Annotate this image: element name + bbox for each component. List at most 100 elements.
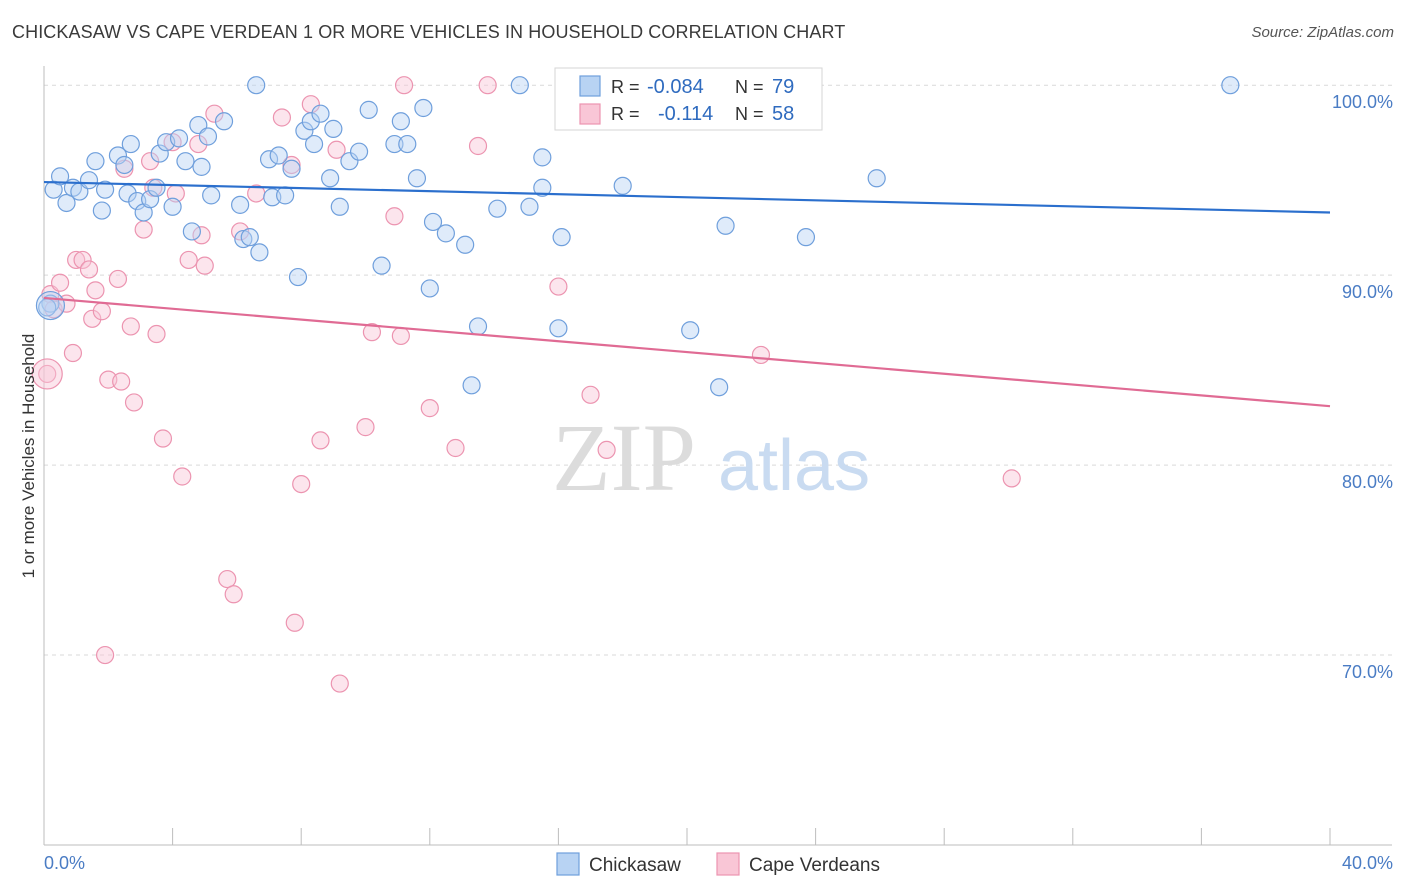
- chickasaw-point: [86, 152, 105, 171]
- cape-verdean-point: [292, 474, 311, 494]
- chickasaw-point: [282, 159, 301, 178]
- cape-verdean-point: [446, 438, 465, 458]
- chickasaw-point: [301, 112, 320, 131]
- cape-verdean-point: [79, 260, 99, 279]
- chickasaw-point: [533, 148, 552, 167]
- chickasaw-point: [552, 228, 571, 247]
- stats-r-value-1: -0.084: [647, 76, 704, 98]
- cape-verdean-point: [86, 281, 105, 300]
- stats-n-label-2: N =: [735, 104, 764, 124]
- stats-r-label-2: R =: [611, 104, 640, 124]
- cape-verdean-point: [147, 324, 166, 344]
- cape-verdean-point: [394, 76, 414, 95]
- chickasaw-point: [1221, 76, 1240, 95]
- legend-label-cape-verdeans: Cape Verdeans: [749, 855, 880, 876]
- chickasaw-point: [321, 169, 340, 188]
- watermark: ZIP atlas: [552, 404, 870, 511]
- cape-verdean-point: [478, 76, 497, 95]
- chickasaw-point: [391, 112, 410, 131]
- cape-verdean-point: [751, 345, 771, 365]
- chickasaw-point: [456, 235, 475, 254]
- chickasaw-point: [121, 134, 140, 154]
- x-tick-label: 0.0%: [44, 853, 85, 873]
- cape-verdean-point: [38, 364, 57, 384]
- chickasaw-point: [288, 267, 308, 287]
- chickasaw-point: [385, 134, 404, 154]
- chickasaw-point: [398, 134, 417, 154]
- chickasaw-point: [140, 190, 160, 209]
- chickasaw-point: [311, 104, 330, 123]
- cape-verdean-point: [50, 273, 70, 292]
- chickasaw-point: [259, 150, 279, 169]
- chickasaw-point: [295, 121, 314, 140]
- cape-verdean-point: [330, 674, 349, 693]
- chickasaw-point: [240, 228, 259, 247]
- chickasaw-point: [115, 155, 134, 175]
- chickasaw-point: [79, 171, 99, 190]
- cape-verdean-point: [549, 277, 568, 296]
- chickasaw-point: [420, 279, 439, 298]
- cape-verdean-point: [140, 152, 160, 171]
- chickasaw-point: [796, 228, 816, 247]
- cape-verdean-point: [63, 343, 83, 363]
- chickasaw-point: [462, 376, 481, 395]
- cape-verdean-point: [153, 429, 173, 448]
- chickasaw-point: [549, 319, 568, 338]
- cape-verdean-point: [173, 467, 192, 486]
- series-legend: Chickasaw Cape Verdeans: [556, 852, 880, 876]
- chickasaw-point: [349, 142, 369, 161]
- chickasaw-point: [613, 176, 632, 195]
- cape-verdean-point: [67, 250, 86, 270]
- cape-verdean-point: [285, 613, 304, 632]
- cape-verdean-point: [597, 440, 616, 460]
- cape-verdean-point: [83, 309, 102, 328]
- chickasaw-point: [468, 317, 488, 336]
- chickasaw-point: [340, 152, 359, 171]
- stats-n-value-2: 58: [772, 103, 794, 125]
- cape-verdean-point: [121, 317, 140, 336]
- cape-verdean-point: [1002, 469, 1021, 488]
- chickasaw-point: [867, 169, 886, 188]
- stats-n-value-1: 79: [772, 76, 794, 98]
- chickasaw-point: [510, 76, 529, 95]
- cape-verdean-point: [311, 431, 330, 450]
- axes: 70.0% 80.0% 90.0% 100.0% 0.0% 40.0%: [43, 66, 1393, 873]
- stats-n-label-1: N =: [735, 77, 764, 97]
- chickasaw-point: [269, 146, 288, 165]
- cape-verdean-point: [95, 645, 115, 665]
- y-tick-label: 100.0%: [1332, 92, 1393, 112]
- stats-r-value-2: -0.114: [658, 103, 713, 125]
- cape-verdean-point: [272, 108, 292, 127]
- chickasaw-point: [95, 180, 115, 199]
- cape-verdean-point: [282, 155, 301, 175]
- chickasaw-point: [169, 129, 189, 148]
- cape-verdean-point: [189, 134, 208, 154]
- cape-verdean-point: [205, 104, 224, 123]
- chickasaw-point: [681, 321, 700, 340]
- chickasaw-point: [423, 212, 443, 232]
- stats-legend: R = -0.084 N = 79 R = -0.114 N = 58: [554, 67, 823, 131]
- cape-verdean-point: [179, 250, 198, 270]
- chickasaw-point: [182, 222, 201, 241]
- chickasaw-point: [304, 134, 324, 154]
- cape-verdean-point: [124, 393, 144, 412]
- chickasaw-point: [520, 197, 539, 216]
- legend-label-chickasaw: Chickasaw: [589, 855, 681, 876]
- stats-legend-pink-swatch: [579, 103, 601, 125]
- chickasaw-point: [147, 178, 166, 197]
- cape-verdean-trend-line: [43, 296, 1331, 408]
- stats-legend-blue-swatch: [579, 75, 601, 97]
- watermark-zip: ZIP: [552, 404, 696, 511]
- legend-swatch-cape-verdeans: [716, 852, 740, 876]
- cape-verdean-point: [391, 326, 410, 346]
- chickasaw-point: [234, 229, 253, 249]
- y-axis-label: 1 or more Vehicles in Household: [19, 334, 38, 579]
- cape-verdean-point: [73, 250, 92, 270]
- cape-verdean-point: [420, 399, 439, 418]
- chickasaw-point: [57, 193, 76, 213]
- chickasaw-point: [198, 127, 218, 146]
- chickasaw-point: [407, 169, 427, 188]
- chickasaw-point: [214, 112, 234, 131]
- cape-verdean-point: [468, 136, 488, 156]
